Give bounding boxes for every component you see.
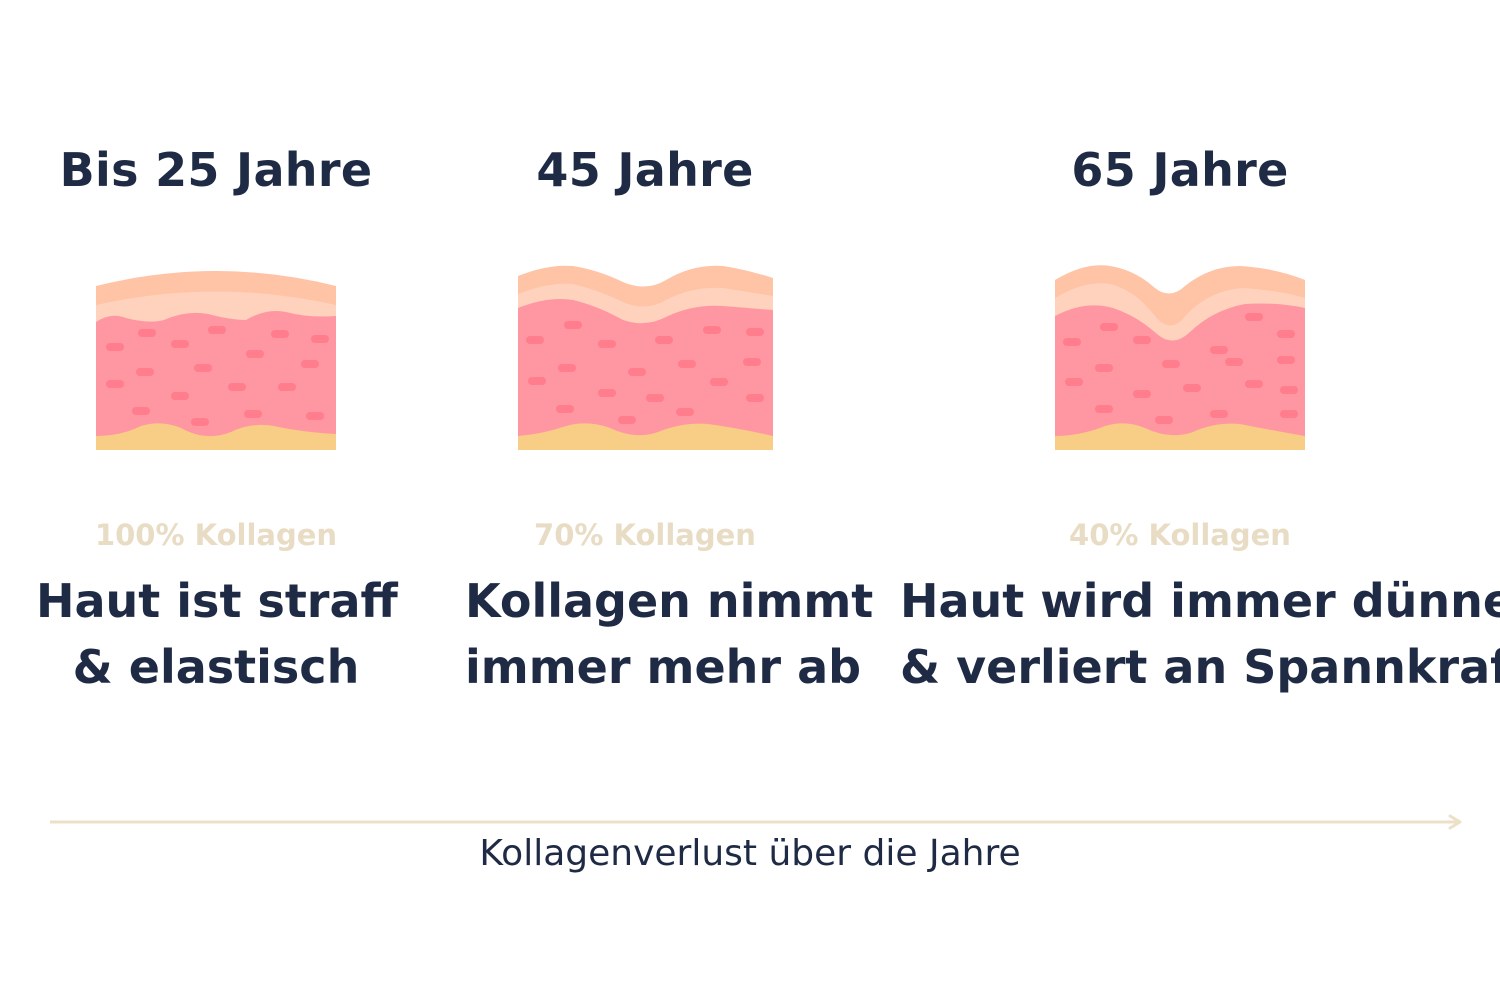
collagen-percentage: 100% Kollagen (94, 518, 338, 552)
stage-description: Kollagen nimmt immer mehr ab (465, 568, 874, 700)
collagen-percentage: 40% Kollagen (1069, 518, 1291, 552)
description-line-1: Kollagen nimmt (465, 574, 874, 628)
skin-layer-wrinkled-icon (1055, 265, 1305, 450)
description-line-2: & verliert an Spannkraft (900, 640, 1500, 694)
skin-layer-smooth-icon (96, 271, 336, 450)
description-line-2: & elastisch (72, 640, 360, 694)
timeline-arrow (50, 814, 1462, 830)
age-heading: 65 Jahre (1071, 143, 1289, 197)
collagen-percentage: 70% Kollagen (534, 518, 756, 552)
axis-label: Kollagenverlust über die Jahre (479, 833, 1021, 874)
stage-description: Haut ist straff & elastisch (36, 568, 398, 700)
description-line-1: Haut wird immer dünner (900, 574, 1500, 628)
description-line-1: Haut ist straff (36, 574, 398, 628)
age-heading: 45 Jahre (536, 143, 754, 197)
skin-layer-wavy-icon (518, 265, 773, 450)
age-heading: Bis 25 Jahre (59, 143, 373, 197)
stage-description: Haut wird immer dünner & verliert an Spa… (900, 568, 1500, 700)
description-line-2: immer mehr ab (465, 640, 862, 694)
